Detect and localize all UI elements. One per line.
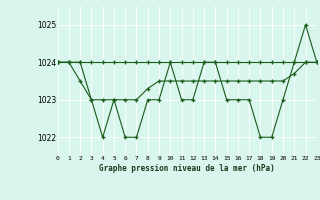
X-axis label: Graphe pression niveau de la mer (hPa): Graphe pression niveau de la mer (hPa)	[99, 164, 275, 173]
